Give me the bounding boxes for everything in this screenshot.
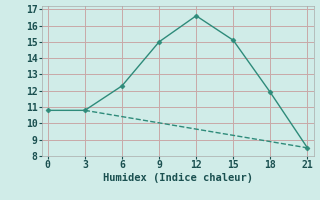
X-axis label: Humidex (Indice chaleur): Humidex (Indice chaleur) <box>103 173 252 183</box>
